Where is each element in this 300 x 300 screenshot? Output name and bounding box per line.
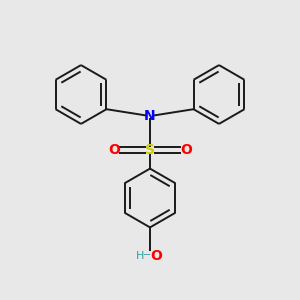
Text: S: S (145, 143, 155, 157)
Text: O: O (180, 143, 192, 157)
Text: N: N (144, 109, 156, 122)
Text: H: H (136, 250, 145, 261)
Text: O: O (150, 249, 162, 262)
Text: −: − (143, 250, 151, 260)
Text: O: O (108, 143, 120, 157)
